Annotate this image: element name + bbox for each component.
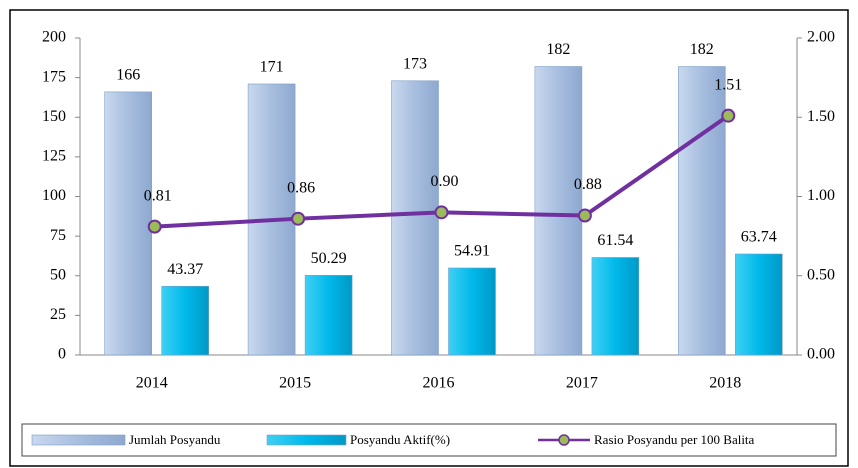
- bar: [448, 267, 496, 356]
- data-label: 50.29: [311, 250, 347, 267]
- bar: [161, 285, 209, 356]
- x-tick-label: 2015: [279, 375, 311, 392]
- bar: [677, 66, 726, 356]
- bar: [534, 66, 583, 356]
- line-marker: [291, 211, 306, 226]
- bar: [734, 253, 783, 356]
- legend-label: Jumlah Posyandu: [129, 432, 221, 447]
- y-tick-label: 100: [42, 187, 66, 204]
- x-tick-label: 2014: [136, 375, 168, 392]
- data-label: 0.81: [144, 187, 172, 204]
- line-marker: [434, 205, 449, 220]
- legend-swatch: [31, 434, 126, 446]
- y-tick-label: 75: [50, 227, 66, 244]
- chart-border: [9, 9, 849, 467]
- data-label: 43.37: [167, 261, 203, 278]
- bar: [391, 80, 439, 356]
- bar: [591, 257, 640, 356]
- y-tick-label: 25: [50, 306, 66, 323]
- data-label: 0.90: [431, 173, 459, 190]
- data-label: 0.88: [574, 176, 602, 193]
- y2-tick-label: 0.50: [807, 266, 835, 283]
- data-label: 166: [116, 67, 140, 84]
- x-tick-label: 2016: [423, 375, 455, 392]
- data-label: 54.91: [454, 243, 490, 260]
- legend-label: Posyandu Aktif(%): [350, 432, 450, 447]
- legend-marker: [558, 434, 570, 446]
- data-label: 1.51: [714, 76, 742, 93]
- line-marker: [721, 108, 736, 123]
- y-tick-label: 200: [42, 29, 66, 46]
- x-tick-label: 2018: [709, 375, 741, 392]
- x-tick-label: 2017: [566, 375, 598, 392]
- y2-tick-label: 1.50: [807, 108, 835, 125]
- data-label: 61.54: [597, 232, 633, 249]
- bar: [104, 91, 152, 356]
- y2-tick-label: 0.00: [807, 346, 835, 363]
- y-tick-label: 125: [42, 148, 66, 165]
- data-label: 0.86: [287, 179, 315, 196]
- bar: [304, 274, 353, 356]
- line-marker: [147, 219, 162, 234]
- y2-tick-label: 2.00: [807, 29, 835, 46]
- y-tick-label: 175: [42, 68, 66, 85]
- y-tick-label: 0: [58, 346, 66, 363]
- legend-box: [21, 423, 837, 457]
- line-marker: [577, 208, 592, 223]
- legend-label: Rasio Posyandu per 100 Balita: [594, 432, 755, 447]
- y2-tick-label: 1.00: [807, 187, 835, 204]
- data-label: 173: [403, 55, 427, 72]
- y-tick-label: 150: [42, 108, 66, 125]
- data-label: 171: [260, 59, 284, 76]
- y-tick-label: 50: [50, 266, 66, 283]
- data-label: 182: [546, 41, 570, 58]
- data-label: 63.74: [741, 229, 777, 246]
- data-label: 182: [690, 41, 714, 58]
- legend-swatch: [266, 434, 347, 446]
